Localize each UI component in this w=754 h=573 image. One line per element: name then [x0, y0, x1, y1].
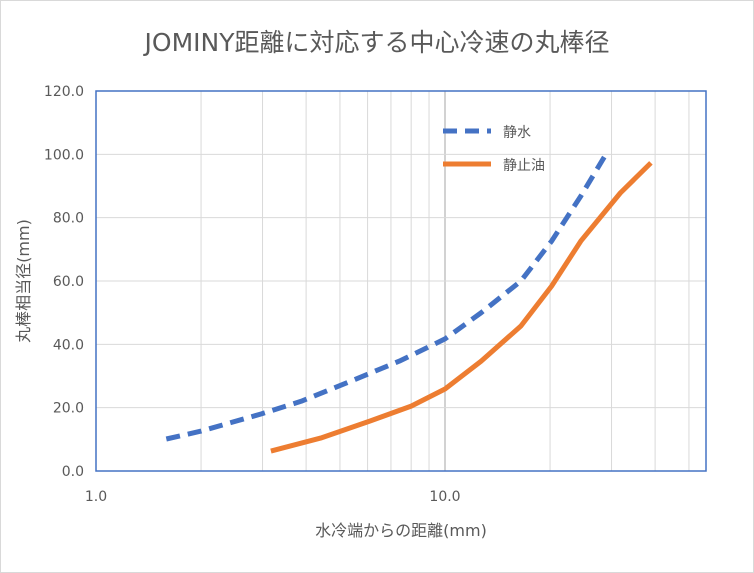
y-tick-label: 120.0 — [44, 84, 84, 100]
legend-label-2: 静止油 — [503, 158, 545, 174]
y-tick-label: 80.0 — [53, 211, 84, 227]
y-tick-label: 100.0 — [44, 147, 84, 163]
x-axis-label: 水冷端からの距離(mm) — [315, 521, 487, 540]
plot-area-border — [95, 90, 707, 472]
y-axis-label: 丸棒相当径(mm) — [14, 219, 33, 343]
y-tick-label: 40.0 — [53, 337, 84, 353]
legend-label-1: 静水 — [503, 125, 531, 141]
y-tick-label: 60.0 — [53, 274, 84, 290]
chart-title: JOMINY距離に対応する中心冷速の丸棒径 — [144, 28, 610, 57]
series-line-1 — [165, 153, 609, 442]
x-tick-label: 10.0 — [429, 489, 460, 505]
series-line-2 — [270, 161, 653, 454]
y-tick-label: 20.0 — [53, 401, 84, 417]
y-tick-label: 0.0 — [62, 464, 84, 480]
x-tick-label: 1.0 — [85, 489, 107, 505]
